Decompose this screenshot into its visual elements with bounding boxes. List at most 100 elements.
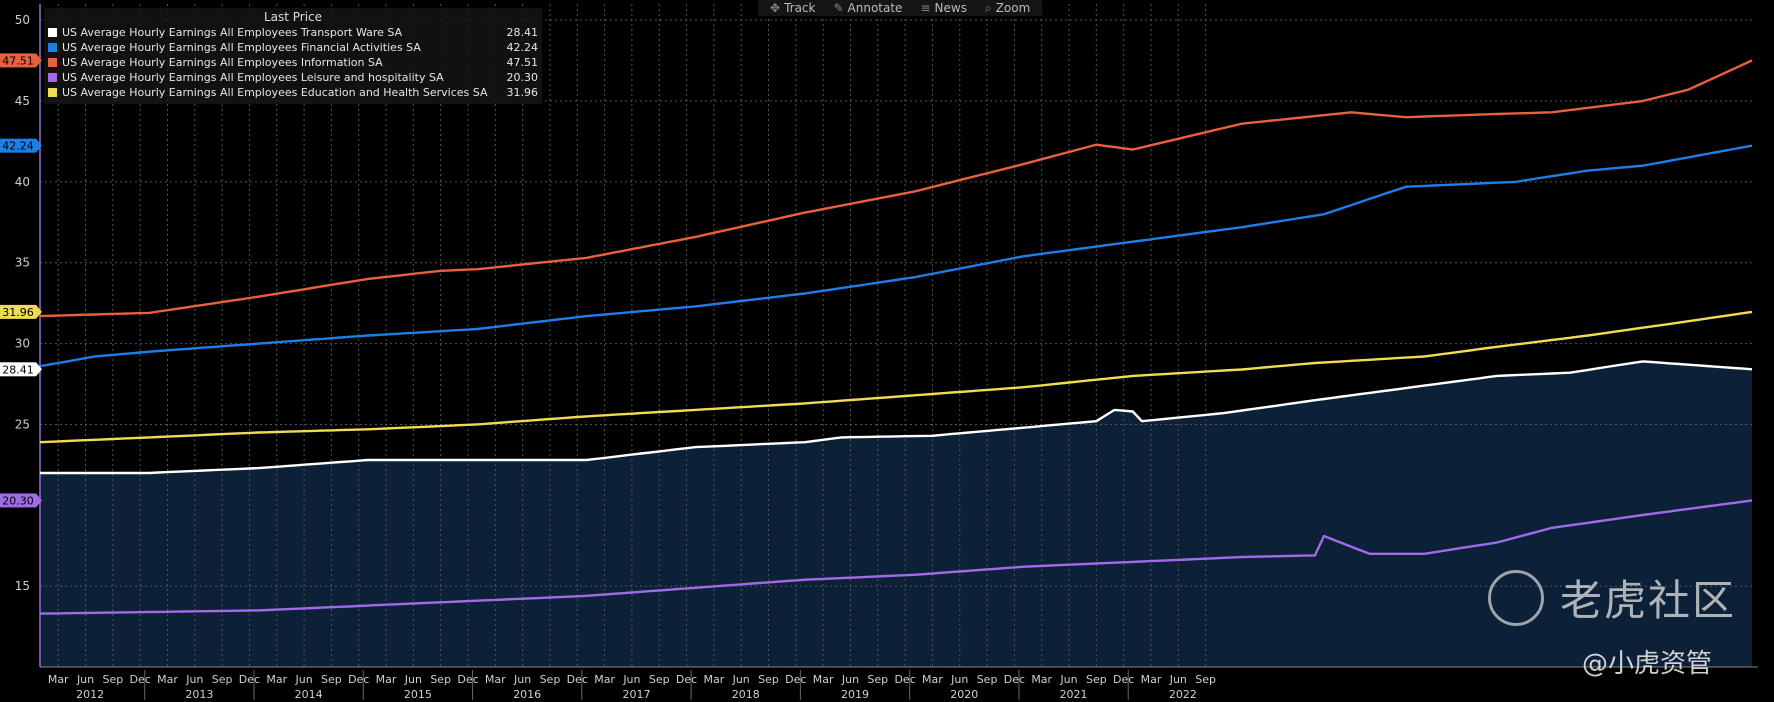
chart-legend: Last Price US Average Hourly Earnings Al… [44,8,542,104]
magnifier-icon: ⌕ [984,0,992,15]
x-tick-label: Dec [1004,673,1025,686]
last-price-tag [0,362,36,377]
x-tick-label: Jun [841,673,859,686]
x-tick-label: Dec [785,673,806,686]
x-tick-label: Mar [48,673,69,686]
pencil-icon: ✎ [833,1,844,15]
legend-label: US Average Hourly Earnings All Employees… [62,71,444,84]
last-price-tag-arrow [36,53,42,68]
y-tick-label: 35 [15,256,30,270]
x-year-label: 2021 [1060,688,1088,701]
legend-swatch [48,58,57,67]
y-tick-label: 30 [15,337,30,351]
watermark-sub: @小虎资管 [1582,649,1713,679]
x-tick-label: Dec [239,673,260,686]
x-year-label: 2015 [404,688,432,701]
legend-label: US Average Hourly Earnings All Employees… [62,41,421,54]
x-tick-label: Mar [376,673,397,686]
x-tick-label: Sep [102,673,123,686]
x-tick-label: Mar [1141,673,1162,686]
legend-rows: US Average Hourly Earnings All Employees… [48,25,538,100]
legend-value: 31.96 [506,86,539,99]
last-price-tag [0,138,36,153]
last-price-tag-arrow [36,304,42,319]
y-tick-label: 45 [15,94,30,108]
legend-label: US Average Hourly Earnings All Employees… [62,26,403,39]
legend-value: 42.24 [506,41,539,54]
x-tick-label: Sep [867,673,888,686]
x-year-label: 2013 [185,688,213,701]
watermark-main: 老虎社区 [1560,576,1737,625]
last-price-tag-arrow [36,138,42,153]
last-price-value: 28.41 [2,363,34,376]
x-tick-label: Jun [404,673,422,686]
x-tick-label: Sep [649,673,670,686]
series-line [39,310,1753,444]
x-tick-label: Mar [1031,673,1052,686]
x-tick-label: Mar [266,673,287,686]
zoom-button[interactable]: ⌕ Zoom [984,0,1031,15]
legend-row: US Average Hourly Earnings All Employees… [48,40,538,55]
legend-value: 28.41 [506,26,539,39]
series-line [39,499,1753,615]
x-tick-label: Sep [977,673,998,686]
series-line [40,360,1753,475]
legend-row: US Average Hourly Earnings All Employees… [48,25,538,40]
x-tick-label: Mar [157,673,178,686]
y-tick-label: 25 [15,417,30,431]
last-price-tag [0,493,36,508]
tiger-logo-icon [1488,570,1544,626]
last-price-tag-arrow [36,493,42,508]
x-year-label: 2017 [622,688,650,701]
legend-value: 47.51 [506,56,539,69]
last-price-value: 47.51 [2,54,34,67]
track-icon: ✥ [770,1,781,15]
x-tick-label: Jun [732,673,750,686]
x-year-label: 2022 [1169,688,1197,701]
last-price-tag-arrow [36,362,42,377]
x-year-label: 2018 [732,688,760,701]
x-tick-label: Sep [758,673,779,686]
legend-label: US Average Hourly Earnings All Employees… [62,56,383,69]
track-button[interactable]: ✥ Track [770,1,816,15]
x-tick-label: Jun [622,673,640,686]
x-tick-label: Jun [950,673,968,686]
x-year-label: 2014 [295,688,323,701]
x-year-label: 2019 [841,688,869,701]
news-icon: ≡ [920,1,931,15]
y-tick-label: 15 [15,579,30,593]
x-tick-label: Jun [1059,673,1077,686]
legend-row: US Average Hourly Earnings All Employees… [48,70,538,85]
legend-swatch [48,28,57,37]
x-tick-label: Jun [76,673,94,686]
area-fill [40,361,1752,667]
x-tick-label: Dec [130,673,151,686]
legend-swatch [48,88,57,97]
x-tick-label: Mar [703,673,724,686]
legend-swatch [48,73,57,82]
news-button[interactable]: ≡ News [920,1,967,15]
x-tick-label: Sep [1086,673,1107,686]
x-tick-label: Mar [594,673,615,686]
x-tick-label: Jun [185,673,203,686]
x-year-label: 2012 [76,688,104,701]
last-price-value: 20.30 [2,494,34,507]
legend-title: Last Price [263,10,323,24]
x-tick-label: Sep [321,673,342,686]
legend-label: US Average Hourly Earnings All Employees… [62,86,488,99]
x-tick-label: Mar [485,673,506,686]
legend-value: 20.30 [506,71,539,84]
x-tick-label: Dec [348,673,369,686]
last-price-value: 31.96 [2,306,34,319]
x-tick-label: Dec [457,673,478,686]
x-tick-label: Jun [294,673,312,686]
x-year-label: 2016 [513,688,541,701]
x-tick-label: Dec [1113,673,1134,686]
legend-row: US Average Hourly Earnings All Employees… [48,85,538,100]
annotate-button[interactable]: ✎ Annotate [833,1,903,15]
x-tick-label: Dec [894,673,915,686]
last-price-tag [0,53,36,68]
x-tick-label: Sep [212,673,233,686]
x-tick-label: Jun [513,673,531,686]
